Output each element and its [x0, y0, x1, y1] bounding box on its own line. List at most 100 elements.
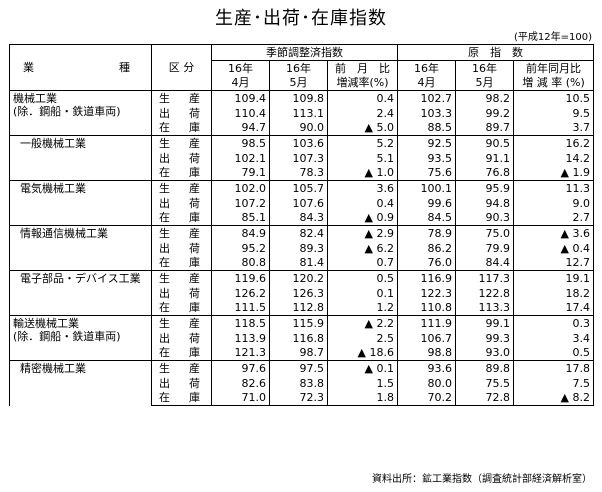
value-cell: 3.4 [513, 330, 594, 346]
value-cell: 116.8 [269, 330, 328, 346]
value-cell: 0.1 [327, 285, 398, 301]
category-cell: 在 庫 [151, 345, 212, 361]
header-s-may: 5月 [269, 75, 328, 91]
value-cell: 84.5 [397, 210, 456, 226]
value-cell: 16.2 [513, 135, 594, 151]
value-cell: 0.5 [513, 345, 594, 361]
value-cell: 102.1 [211, 150, 270, 166]
value-cell: 86.2 [397, 240, 456, 256]
value-cell: 126.2 [211, 285, 270, 301]
value-cell: 115.9 [269, 315, 328, 331]
table-row: 在 庫 80.8 81.4 0.7 76.0 84.4 12.7 [10, 255, 594, 271]
value-cell: 72.3 [269, 390, 328, 406]
value-cell: ▲ 3.6 [513, 225, 594, 241]
value-cell: 126.3 [269, 285, 328, 301]
value-cell: 102.0 [211, 180, 270, 196]
value-cell: ▲ 18.6 [327, 345, 398, 361]
value-cell: 93.5 [397, 150, 456, 166]
value-cell: 79.9 [455, 240, 514, 256]
category-cell: 生 産 [151, 225, 212, 241]
header-industry-b: 種 [119, 61, 130, 74]
header-mom-a: 前 月 比 [327, 60, 398, 76]
value-cell: ▲ 0.1 [327, 360, 398, 376]
value-cell: 3.6 [327, 180, 398, 196]
header-category: 区 分 [151, 44, 212, 91]
industry-name: 電気機械工業 [9, 180, 152, 226]
table-row: 一般機械工業 生 産 98.5 103.6 5.2 92.5 90.5 16.2 [9, 135, 594, 181]
category-cell: 出 荷 [151, 150, 212, 166]
table-row: 出 荷 82.6 83.8 1.5 80.0 75.5 7.5 [10, 375, 594, 391]
header-seasonal: 季節調整済指数 [211, 44, 398, 61]
value-cell: 122.3 [397, 285, 456, 301]
value-cell: 2.4 [327, 105, 398, 121]
header-original: 原 指 数 [397, 44, 594, 61]
value-cell: 85.1 [211, 210, 270, 226]
table-row: 在 庫 71.0 72.3 1.8 70.2 72.8 ▲ 8.2 [10, 390, 594, 406]
value-cell: 17.4 [513, 300, 594, 316]
value-cell: 75.5 [455, 375, 514, 391]
value-cell: 118.5 [211, 315, 270, 331]
value-cell: 107.2 [211, 195, 270, 211]
table-row: 出 荷 102.1 107.3 5.1 93.5 91.1 14.2 [10, 150, 594, 166]
value-cell: 9.0 [513, 195, 594, 211]
value-cell: 102.7 [397, 90, 456, 106]
value-cell: 99.3 [455, 330, 514, 346]
table-row: 出 荷 113.9 116.8 2.5 106.7 99.3 3.4 [10, 330, 594, 346]
value-cell: 10.5 [513, 90, 594, 106]
category-cell: 在 庫 [151, 165, 212, 181]
value-cell: 97.5 [269, 360, 328, 376]
category-cell: 在 庫 [151, 120, 212, 136]
industry-sublabel: (除．鋼船・鉄道車両) [13, 330, 121, 343]
category-cell: 出 荷 [151, 105, 212, 121]
value-cell: 75.0 [455, 225, 514, 241]
value-cell: 107.6 [269, 195, 328, 211]
table-row: 精密機械工業 生 産 97.6 97.5 ▲ 0.1 93.6 89.8 17.8 [9, 360, 594, 406]
value-cell: 2.7 [513, 210, 594, 226]
industry-label: 情報通信機械工業 [20, 227, 108, 240]
table-row: 出 荷 107.2 107.6 0.4 99.6 94.8 9.0 [10, 195, 594, 211]
value-cell: 0.7 [327, 255, 398, 271]
value-cell: ▲ 2.9 [327, 225, 398, 241]
table-row: 出 荷 95.2 89.3 ▲ 6.2 86.2 79.9 ▲ 0.4 [10, 240, 594, 256]
value-cell: 0.5 [327, 270, 398, 286]
source-note: 資料出所：鉱工業指数（調査統計部経済解析室） [372, 474, 592, 485]
industry-name: 電子部品・デバイス工業 [9, 270, 152, 316]
value-cell: 76.0 [397, 255, 456, 271]
value-cell: 3.7 [513, 120, 594, 136]
value-cell: 2.5 [327, 330, 398, 346]
value-cell: 0.4 [327, 195, 398, 211]
value-cell: 120.2 [269, 270, 328, 286]
value-cell: 14.2 [513, 150, 594, 166]
industry-label: 電気機械工業 [20, 182, 86, 195]
value-cell: ▲ 0.4 [513, 240, 594, 256]
value-cell: ▲ 1.0 [327, 165, 398, 181]
category-cell: 在 庫 [151, 210, 212, 226]
category-cell: 生 産 [151, 315, 212, 331]
value-cell: 71.0 [211, 390, 270, 406]
value-cell: 11.3 [513, 180, 594, 196]
header-o-may: 5月 [455, 75, 514, 91]
industry-label: 電子部品・デバイス工業 [20, 272, 141, 285]
value-cell: 109.4 [211, 90, 270, 106]
value-cell: 92.5 [397, 135, 456, 151]
index-table: 業 種 区 分 季節調整済指数 原 指 数 16年 16年 前 月 比 16年 … [9, 44, 594, 406]
industry-name: 一般機械工業 [9, 135, 152, 181]
header-yoy-a: 前年同月比 [513, 60, 594, 76]
category-cell: 生 産 [151, 180, 212, 196]
value-cell: 88.5 [397, 120, 456, 136]
table-row: 在 庫 111.5 112.8 1.2 110.8 113.3 17.4 [10, 300, 594, 316]
table-row: 出 荷 110.4 113.1 2.4 103.3 99.2 9.5 [10, 105, 594, 121]
base-year-note: (平成12年=100) [514, 32, 592, 43]
value-cell: 1.8 [327, 390, 398, 406]
value-cell: 90.3 [455, 210, 514, 226]
value-cell: ▲ 0.9 [327, 210, 398, 226]
value-cell: 97.6 [211, 360, 270, 376]
value-cell: 110.8 [397, 300, 456, 316]
industry-label: 精密機械工業 [20, 362, 86, 375]
value-cell: 98.5 [211, 135, 270, 151]
value-cell: 76.8 [455, 165, 514, 181]
category-cell: 生 産 [151, 90, 212, 106]
table-body: 機械工業 (除．鋼船・鉄道車両) 生 産 109.4 109.8 0.4 102.7 98.2… [9, 90, 594, 406]
value-cell: 116.9 [397, 270, 456, 286]
value-cell: 83.8 [269, 375, 328, 391]
